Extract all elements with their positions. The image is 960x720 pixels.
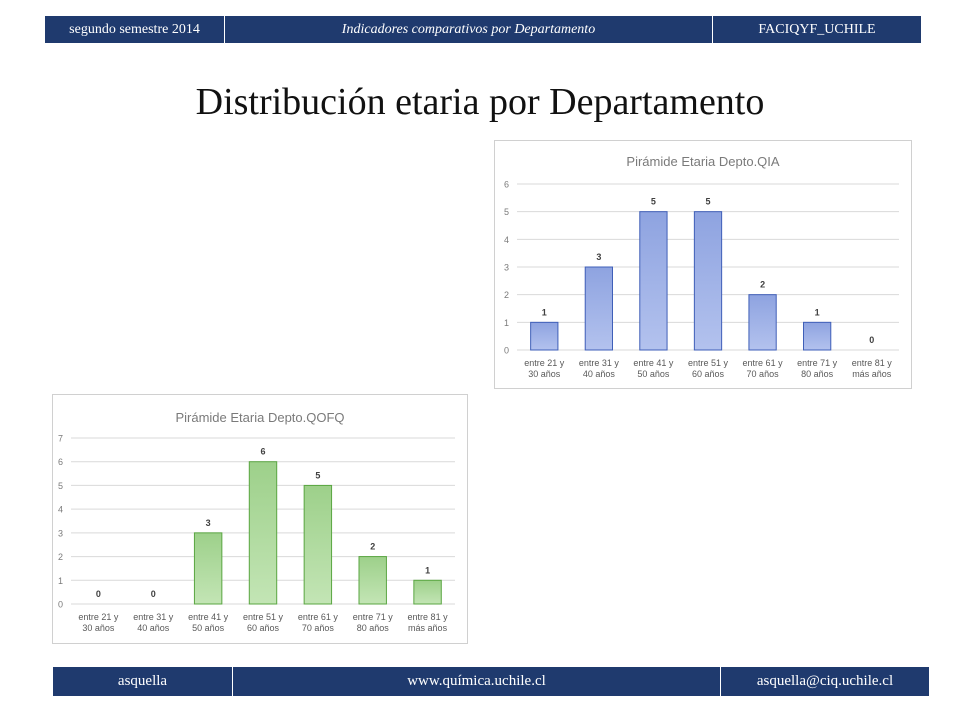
x-tick-label: entre 71 y bbox=[797, 358, 838, 368]
data-label: 0 bbox=[151, 589, 156, 599]
bar bbox=[248, 461, 278, 605]
x-tick-label: 30 años bbox=[82, 623, 115, 633]
data-label: 2 bbox=[370, 542, 375, 552]
x-tick-label: 50 años bbox=[637, 369, 670, 379]
y-tick-label: 7 bbox=[58, 434, 63, 444]
x-tick-label: 80 años bbox=[357, 623, 390, 633]
bar bbox=[748, 294, 777, 351]
header-institution: FACIQYF_UCHILE bbox=[758, 21, 876, 37]
chart-title: Pirámide Etaria Depto.QOFQ bbox=[175, 410, 344, 425]
bar bbox=[803, 321, 832, 351]
footer-author: asquella bbox=[53, 667, 233, 696]
x-tick-label: entre 71 y bbox=[353, 612, 394, 622]
data-label: 3 bbox=[206, 518, 211, 528]
x-tick-label: entre 61 y bbox=[743, 358, 784, 368]
header-semester: segundo semestre 2014 bbox=[45, 16, 225, 43]
y-tick-label: 5 bbox=[58, 481, 63, 491]
bar bbox=[193, 532, 223, 605]
data-label: 3 bbox=[596, 252, 601, 262]
bar bbox=[584, 266, 614, 351]
x-tick-label: 60 años bbox=[247, 623, 280, 633]
bar bbox=[693, 211, 723, 351]
y-tick-label: 6 bbox=[504, 180, 509, 190]
x-tick-label: más años bbox=[408, 623, 448, 633]
x-tick-label: 70 años bbox=[747, 369, 780, 379]
x-tick-label: más años bbox=[852, 369, 892, 379]
y-tick-label: 2 bbox=[58, 552, 63, 562]
chart-qia: Pirámide Etaria Depto.QIA 0 1 2 3 4 5 6 1 entre 2… bbox=[494, 140, 912, 389]
x-tick-label: entre 31 y bbox=[133, 612, 174, 622]
data-label: 0 bbox=[869, 335, 874, 345]
y-tick-label: 4 bbox=[504, 235, 509, 245]
y-tick-label: 4 bbox=[58, 505, 63, 515]
y-tick-label: 2 bbox=[504, 290, 509, 300]
footer-website[interactable]: www.química.uchile.cl bbox=[233, 667, 721, 696]
y-tick-label: 6 bbox=[58, 457, 63, 467]
data-label: 6 bbox=[260, 447, 265, 457]
x-tick-label: 80 años bbox=[801, 369, 834, 379]
chart-qofq-svg: Pirámide Etaria Depto.QOFQ 0 1 2 3 4 5 6 7 0 entre… bbox=[58, 410, 455, 633]
bar bbox=[413, 579, 442, 605]
x-tick-label: entre 41 y bbox=[188, 612, 229, 622]
bar bbox=[530, 321, 559, 351]
data-label: 5 bbox=[315, 470, 320, 480]
chart-qofq: Pirámide Etaria Depto.QOFQ 0 1 2 3 4 5 6 7 0 entre… bbox=[52, 394, 468, 644]
footer-email[interactable]: asquella@ciq.uchile.cl bbox=[756, 673, 894, 689]
x-tick-label: entre 61 y bbox=[298, 612, 339, 622]
bar bbox=[358, 556, 387, 605]
y-tick-label: 3 bbox=[58, 528, 63, 538]
data-label: 1 bbox=[815, 307, 820, 317]
header-bar: segundo semestre 2014 Indicadores compar… bbox=[45, 16, 921, 43]
y-tick-label: 1 bbox=[504, 318, 509, 328]
y-tick-label: 0 bbox=[504, 346, 509, 356]
chart-qia-svg: Pirámide Etaria Depto.QIA 0 1 2 3 4 5 6 1 entre 2… bbox=[504, 154, 899, 379]
data-label: 1 bbox=[425, 565, 430, 575]
x-tick-label: entre 21 y bbox=[78, 612, 119, 622]
x-tick-label: entre 31 y bbox=[579, 358, 620, 368]
y-tick-label: 3 bbox=[504, 263, 509, 273]
data-label: 5 bbox=[705, 197, 710, 207]
x-tick-label: entre 81 y bbox=[408, 612, 449, 622]
x-tick-label: 30 años bbox=[528, 369, 561, 379]
x-tick-label: 40 años bbox=[137, 623, 170, 633]
data-label: 2 bbox=[760, 280, 765, 290]
footer-bar: asquella www.química.uchile.cl asquella@… bbox=[53, 667, 929, 696]
x-tick-label: 50 años bbox=[192, 623, 225, 633]
x-tick-label: 70 años bbox=[302, 623, 335, 633]
x-tick-label: entre 41 y bbox=[633, 358, 674, 368]
header-subtitle: Indicadores comparativos por Departament… bbox=[225, 16, 713, 43]
page-title: Distribución etaria por Departamento bbox=[195, 81, 765, 123]
x-tick-label: entre 21 y bbox=[524, 358, 565, 368]
data-label: 1 bbox=[542, 307, 547, 317]
y-tick-label: 0 bbox=[58, 600, 63, 610]
bar bbox=[639, 211, 668, 351]
x-tick-label: 40 años bbox=[583, 369, 616, 379]
x-tick-label: entre 81 y bbox=[852, 358, 893, 368]
x-tick-label: entre 51 y bbox=[688, 358, 729, 368]
bar bbox=[303, 484, 333, 605]
x-tick-label: 60 años bbox=[692, 369, 725, 379]
chart-title: Pirámide Etaria Depto.QIA bbox=[626, 154, 780, 169]
data-label: 5 bbox=[651, 197, 656, 207]
x-tick-label: entre 51 y bbox=[243, 612, 284, 622]
y-tick-label: 5 bbox=[504, 207, 509, 217]
data-label: 0 bbox=[96, 589, 101, 599]
y-tick-label: 1 bbox=[58, 576, 63, 586]
